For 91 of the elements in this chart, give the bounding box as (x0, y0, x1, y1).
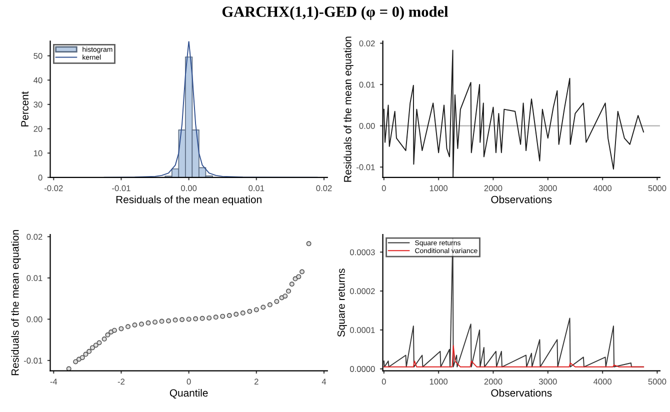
x-tick-label: 0.01 (248, 185, 264, 192)
x-tick-label: 3000 (538, 185, 557, 192)
point (206, 315, 212, 320)
point (132, 322, 138, 328)
line-series (383, 345, 644, 368)
x-tick-label: -0.01 (112, 185, 130, 192)
y-axis-title: Residuals of the mean equation (11, 230, 21, 376)
point (282, 294, 288, 299)
x-tick-label: 4000 (593, 185, 612, 192)
y-tick-label: 0.0003 (350, 249, 375, 256)
point (247, 308, 252, 314)
point (159, 318, 164, 324)
x-tick-label: 5000 (648, 378, 666, 385)
y-tick-label: 10 (34, 150, 42, 156)
point (93, 342, 98, 348)
x-tick-label: -2 (118, 378, 125, 384)
line-series (383, 50, 644, 178)
point (180, 317, 185, 322)
x-tick-label: 0 (186, 378, 191, 385)
point (296, 274, 302, 280)
y-tick-label: 0.0001 (350, 327, 375, 334)
x-tick-label: -4 (50, 378, 58, 384)
y-tick-label: -0.01 (356, 164, 375, 170)
y-tick-label: 0.0002 (350, 288, 375, 294)
y-axis-title: Square returns (337, 268, 347, 337)
point (152, 320, 158, 325)
point (267, 302, 272, 308)
point (254, 307, 259, 312)
point (274, 298, 280, 304)
x-tick-label: 2000 (484, 185, 502, 192)
x-tick-label: -0.02 (44, 185, 63, 192)
x-axis-title: Quantile (170, 388, 208, 398)
point (96, 340, 102, 346)
y-tick-label: 0.02 (26, 234, 42, 240)
y-axis-title: Percent (21, 91, 29, 126)
chart-title: GARCHX(1,1)-GED (φ = 0) model (222, 6, 448, 20)
x-axis-title: Observations (491, 388, 552, 397)
point (90, 345, 95, 350)
y-tick-label: 0.01 (26, 275, 42, 282)
x-tick-label: 2000 (484, 378, 502, 385)
x-tick-label: 1000 (430, 378, 448, 385)
x-axis-title: Observations (491, 196, 552, 204)
point (73, 359, 78, 364)
point (83, 352, 88, 357)
point (220, 314, 226, 319)
y-tick-label: 0.01 (359, 82, 375, 88)
point (172, 318, 178, 323)
point (105, 332, 110, 338)
point (112, 328, 117, 333)
x-tick-label: 3000 (538, 378, 557, 385)
x-tick-label: 4000 (593, 378, 612, 385)
x-tick-label: 0 (382, 378, 386, 385)
point (80, 355, 85, 360)
point (186, 316, 192, 322)
x-tick-label: 5000 (648, 185, 666, 192)
y-tick-label: 40 (34, 77, 42, 84)
point (240, 310, 246, 316)
y-axis-title: Residuals of the mean equation (344, 36, 354, 182)
x-tick-label: 0.00 (181, 185, 197, 192)
point (86, 348, 92, 354)
x-tick-label: 2 (254, 378, 258, 384)
y-tick-label: 0.00 (359, 123, 375, 129)
y-tick-label: 0.00 (26, 316, 42, 322)
y-tick-label: 0 (38, 174, 42, 180)
x-tick-label: 4 (322, 378, 326, 384)
point (125, 324, 130, 330)
y-tick-label: 20 (34, 126, 42, 132)
point (234, 312, 239, 317)
x-tick-label: 0.02 (316, 185, 332, 192)
x-tick-label: 0 (382, 185, 386, 192)
y-tick-label: 0.02 (359, 40, 375, 46)
point (300, 269, 305, 274)
x-axis-title: Residuals of the mean equation (116, 196, 262, 206)
y-tick-label: 30 (34, 102, 42, 108)
y-tick-label: 50 (34, 52, 42, 59)
point (139, 322, 144, 327)
y-tick-label: 0.0000 (350, 366, 375, 372)
point (193, 316, 198, 322)
point (146, 320, 151, 326)
point (289, 282, 294, 287)
point (118, 326, 124, 332)
point (213, 314, 218, 320)
x-tick-label: 1000 (430, 185, 448, 192)
point (306, 241, 312, 246)
point (102, 336, 107, 342)
point (166, 318, 172, 324)
y-tick-label: -0.01 (24, 358, 42, 364)
point (200, 316, 205, 321)
point (260, 304, 266, 310)
point (286, 288, 292, 294)
point (226, 312, 232, 318)
